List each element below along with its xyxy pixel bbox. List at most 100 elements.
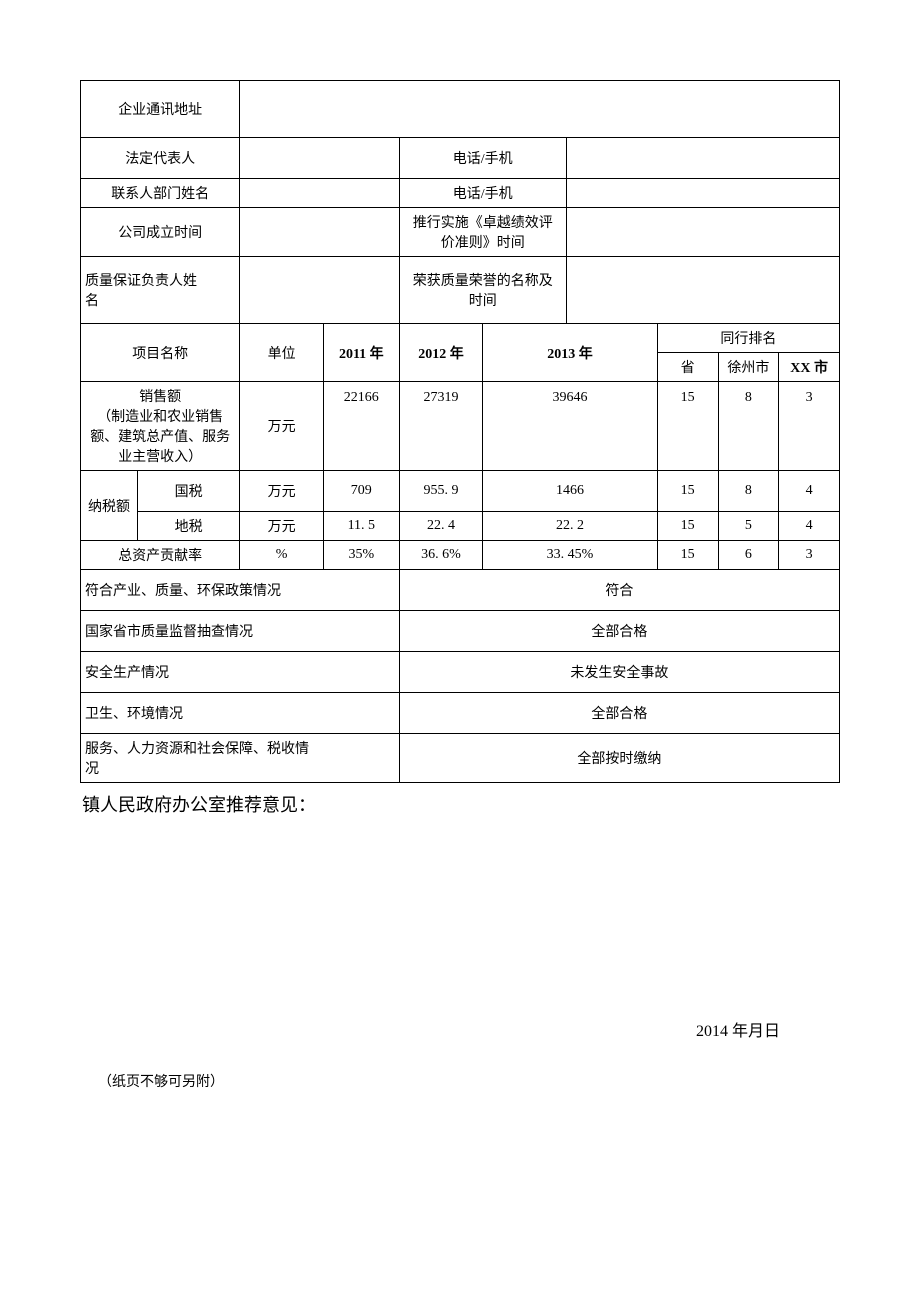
- contact-phone-label: 电话/手机: [399, 179, 566, 208]
- legal-rep-row: 法定代表人 电话/手机: [81, 138, 840, 179]
- asset-2012: 36. 6%: [399, 541, 482, 570]
- asset-xz: 6: [718, 541, 779, 570]
- lt-prov: 15: [657, 512, 718, 541]
- contact-value: [240, 179, 399, 208]
- local-tax-label: 地税: [137, 512, 239, 541]
- asset-row: 总资产贡献率 % 35% 36. 6% 33. 45% 15 6 3: [81, 541, 840, 570]
- qa-owner-value: [240, 257, 399, 324]
- project-header: 项目名称: [81, 324, 240, 382]
- sales-2013: 39646: [483, 382, 658, 471]
- prov-header: 省: [657, 353, 718, 382]
- sales-label-p2: （制造业和农业销售: [97, 410, 223, 425]
- lt-2011: 11. 5: [323, 512, 399, 541]
- contact-label: 联系人部门姓名: [81, 179, 240, 208]
- asset-prov: 15: [657, 541, 718, 570]
- address-label: 企业通讯地址: [81, 81, 240, 138]
- safety-value: 未发生安全事故: [399, 652, 839, 693]
- qa-owner-label-p2: 名: [85, 294, 99, 309]
- impl-label-p2: 价准则》时间: [441, 236, 525, 251]
- service-label-p1: 服务、人力资源和社会保障、税收情: [85, 742, 309, 757]
- sales-2011: 22166: [323, 382, 399, 471]
- rank-header: 同行排名: [657, 324, 839, 353]
- safety-row: 安全生产情况 未发生安全事故: [81, 652, 840, 693]
- qa-owner-label-p1: 质量保证负责人姓: [85, 274, 197, 289]
- contact-row: 联系人部门姓名 电话/手机: [81, 179, 840, 208]
- founding-row: 公司成立时间 推行实施《卓越绩效评 价准则》时间: [81, 208, 840, 257]
- legal-rep-value: [240, 138, 399, 179]
- service-label-p2: 况: [85, 762, 99, 777]
- local-tax-row: 地税 万元 11. 5 22. 4 22. 2 15 5 4: [81, 512, 840, 541]
- legal-rep-phone-label: 电话/手机: [399, 138, 566, 179]
- nt-prov: 15: [657, 471, 718, 512]
- sales-xx: 3: [779, 382, 840, 471]
- date-line: 2014 年月日: [80, 1017, 840, 1041]
- honor-value: [566, 257, 839, 324]
- nt-2012: 955. 9: [399, 471, 482, 512]
- sales-row: 销售额 （制造业和农业销售 额、建筑总产值、服务 业主营收入） 万元 22166…: [81, 382, 840, 471]
- enterprise-info-table: 企业通讯地址 法定代表人 电话/手机 联系人部门姓名 电话/手机 公司成立时间 …: [80, 80, 840, 783]
- contact-phone-value: [566, 179, 839, 208]
- policy-row: 符合产业、质量、环保政策情况 符合: [81, 570, 840, 611]
- tax-label: 纳税额: [81, 471, 138, 541]
- asset-unit: %: [240, 541, 323, 570]
- env-row: 卫生、环境情况 全部合格: [81, 693, 840, 734]
- impl-label: 推行实施《卓越绩效评 价准则》时间: [399, 208, 566, 257]
- qa-owner-label: 质量保证负责人姓 名: [81, 257, 240, 324]
- data-header-row-1: 项目名称 单位 2011 年 2012 年 2013 年 同行排名: [81, 324, 840, 353]
- y2011-header: 2011 年: [323, 324, 399, 382]
- xuzhou-header: 徐州市: [718, 353, 779, 382]
- service-value: 全部按时缴纳: [399, 734, 839, 783]
- note-line: （纸页不够可另附）: [98, 1071, 840, 1091]
- impl-label-p1: 推行实施《卓越绩效评: [413, 216, 553, 231]
- legal-rep-phone-value: [566, 138, 839, 179]
- honor-label: 荣获质量荣誉的名称及 时间: [399, 257, 566, 324]
- sales-prov: 15: [657, 382, 718, 471]
- qa-owner-row: 质量保证负责人姓 名 荣获质量荣誉的名称及 时间: [81, 257, 840, 324]
- service-row: 服务、人力资源和社会保障、税收情 况 全部按时缴纳: [81, 734, 840, 783]
- y2012-header: 2012 年: [399, 324, 482, 382]
- env-label: 卫生、环境情况: [81, 693, 400, 734]
- service-label: 服务、人力资源和社会保障、税收情 况: [81, 734, 400, 783]
- asset-label: 总资产贡献率: [81, 541, 240, 570]
- founding-value: [240, 208, 399, 257]
- xx-header: XX 市: [779, 353, 840, 382]
- nt-xx: 4: [779, 471, 840, 512]
- sales-label-p4: 业主营收入）: [118, 450, 202, 465]
- founding-label: 公司成立时间: [81, 208, 240, 257]
- national-tax-row: 纳税额 国税 万元 709 955. 9 1466 15 8 4: [81, 471, 840, 512]
- lt-unit: 万元: [240, 512, 323, 541]
- sales-xz: 8: [718, 382, 779, 471]
- asset-2011: 35%: [323, 541, 399, 570]
- asset-xx: 3: [779, 541, 840, 570]
- lt-2013: 22. 2: [483, 512, 658, 541]
- lt-xz: 5: [718, 512, 779, 541]
- nt-unit: 万元: [240, 471, 323, 512]
- policy-label: 符合产业、质量、环保政策情况: [81, 570, 400, 611]
- sales-unit: 万元: [240, 382, 323, 471]
- policy-value: 符合: [399, 570, 839, 611]
- impl-value: [566, 208, 839, 257]
- sales-label-p3: 额、建筑总产值、服务: [90, 430, 230, 445]
- quality-value: 全部合格: [399, 611, 839, 652]
- sales-2012: 27319: [399, 382, 482, 471]
- y2013-header: 2013 年: [483, 324, 658, 382]
- nt-2011: 709: [323, 471, 399, 512]
- nt-2013: 1466: [483, 471, 658, 512]
- opinion-title: 镇人民政府办公室推荐意见：: [82, 791, 840, 817]
- unit-header: 单位: [240, 324, 323, 382]
- env-value: 全部合格: [399, 693, 839, 734]
- safety-label: 安全生产情况: [81, 652, 400, 693]
- lt-xx: 4: [779, 512, 840, 541]
- legal-rep-label: 法定代表人: [81, 138, 240, 179]
- honor-label-p2: 时间: [469, 294, 497, 309]
- lt-2012: 22. 4: [399, 512, 482, 541]
- honor-label-p1: 荣获质量荣誉的名称及: [413, 274, 553, 289]
- sales-label-p1: 销售额: [139, 390, 181, 405]
- address-row: 企业通讯地址: [81, 81, 840, 138]
- nt-xz: 8: [718, 471, 779, 512]
- sales-label: 销售额 （制造业和农业销售 额、建筑总产值、服务 业主营收入）: [81, 382, 240, 471]
- asset-2013: 33. 45%: [483, 541, 658, 570]
- quality-row: 国家省市质量监督抽查情况 全部合格: [81, 611, 840, 652]
- quality-label: 国家省市质量监督抽查情况: [81, 611, 400, 652]
- address-value: [240, 81, 840, 138]
